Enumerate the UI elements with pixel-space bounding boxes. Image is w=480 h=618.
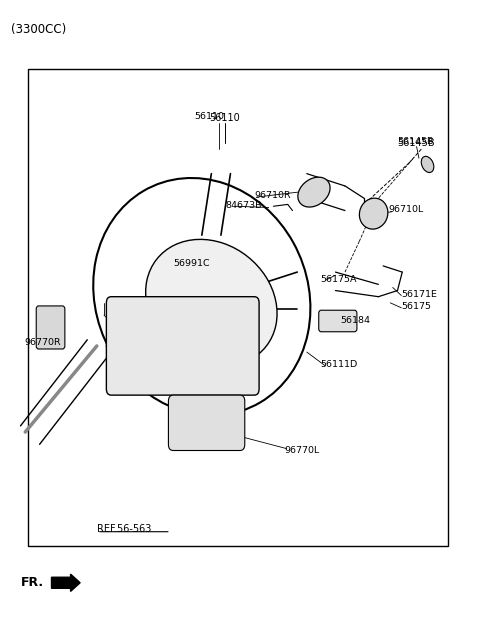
- Text: FR.: FR.: [21, 576, 44, 590]
- Ellipse shape: [421, 156, 434, 172]
- Ellipse shape: [145, 239, 277, 366]
- FancyBboxPatch shape: [168, 395, 245, 451]
- Text: 96770L: 96770L: [284, 446, 319, 455]
- Text: 56110: 56110: [209, 113, 240, 123]
- Text: 56171E: 56171E: [401, 290, 437, 298]
- FancyArrow shape: [51, 574, 80, 591]
- Text: 56111D: 56111D: [320, 360, 358, 369]
- Text: 56184: 56184: [340, 316, 370, 325]
- Text: 56175: 56175: [401, 302, 432, 311]
- Text: REF.56-563: REF.56-563: [97, 523, 151, 533]
- Text: 96710R: 96710R: [254, 192, 291, 200]
- Text: 96710L: 96710L: [388, 205, 423, 214]
- Text: (3300CC): (3300CC): [11, 23, 66, 36]
- FancyBboxPatch shape: [319, 310, 357, 332]
- Ellipse shape: [298, 177, 330, 207]
- FancyBboxPatch shape: [107, 297, 259, 395]
- Bar: [28, 69, 447, 546]
- Text: 56110: 56110: [194, 112, 225, 121]
- Text: 56145B: 56145B: [397, 138, 435, 148]
- Ellipse shape: [360, 198, 388, 229]
- Text: 84673B: 84673B: [226, 201, 262, 210]
- Text: 96770R: 96770R: [24, 338, 61, 347]
- Text: 56175A: 56175A: [320, 275, 357, 284]
- FancyBboxPatch shape: [36, 306, 65, 349]
- Text: 56991C: 56991C: [173, 259, 210, 268]
- Text: 56145B: 56145B: [397, 137, 434, 146]
